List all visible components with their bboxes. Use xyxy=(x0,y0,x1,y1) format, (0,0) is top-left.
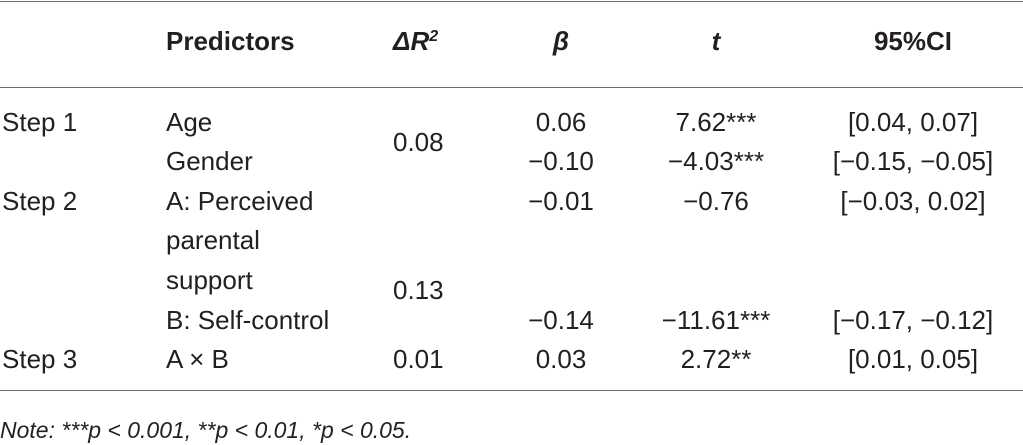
header-delta-r2-text: ΔR xyxy=(393,26,430,56)
predictor-cell: Gender xyxy=(166,146,253,176)
t-cell: −0.76 xyxy=(683,186,749,216)
header-beta: β xyxy=(552,26,570,56)
header-95ci: 95%CI xyxy=(873,26,953,56)
predictor-cell-line: parental xyxy=(166,225,260,255)
header-predictors: Predictors xyxy=(166,26,295,56)
ci-cell: [−0.17, −0.12] xyxy=(832,305,994,335)
t-cell: −4.03*** xyxy=(667,146,765,176)
table-note: Note: ***p < 0.001, **p < 0.01, *p < 0.0… xyxy=(0,417,412,443)
predictor-cell: B: Self-control xyxy=(166,305,330,335)
predictor-cell-line: A: Perceived xyxy=(166,186,314,216)
beta-cell: −0.14 xyxy=(528,305,594,335)
step-label: Step 1 xyxy=(2,107,78,137)
t-cell: 2.72** xyxy=(680,344,752,374)
ci-cell: [0.01, 0.05] xyxy=(847,344,979,374)
table-top-rule xyxy=(0,1,1023,2)
predictor-cell: Age xyxy=(166,107,213,137)
ci-cell: [0.04, 0.07] xyxy=(847,107,979,137)
delta-r2-value: 0.08 xyxy=(393,127,444,157)
predictor-cell-line: support xyxy=(166,265,253,295)
beta-cell: 0.06 xyxy=(535,107,587,137)
step-label: Step 2 xyxy=(2,186,78,216)
ci-cell: [−0.03, 0.02] xyxy=(840,186,986,216)
table-header-rule xyxy=(0,87,1023,88)
t-cell: 7.62*** xyxy=(675,107,757,137)
header-delta-r2: ΔR2 xyxy=(393,26,438,56)
t-cell: −11.61*** xyxy=(661,305,771,335)
beta-cell: −0.10 xyxy=(528,146,594,176)
table-bottom-rule xyxy=(0,390,1023,391)
delta-r2-value: 0.01 xyxy=(393,344,444,374)
header-delta-r2-sup: 2 xyxy=(429,28,439,45)
delta-r2-value: 0.13 xyxy=(393,275,444,305)
beta-cell: −0.01 xyxy=(528,186,594,216)
header-t: t xyxy=(711,26,721,56)
step-label: Step 3 xyxy=(2,344,78,374)
ci-cell: [−0.15, −0.05] xyxy=(832,146,994,176)
beta-cell: 0.03 xyxy=(535,344,587,374)
predictor-cell: A × B xyxy=(166,344,229,374)
